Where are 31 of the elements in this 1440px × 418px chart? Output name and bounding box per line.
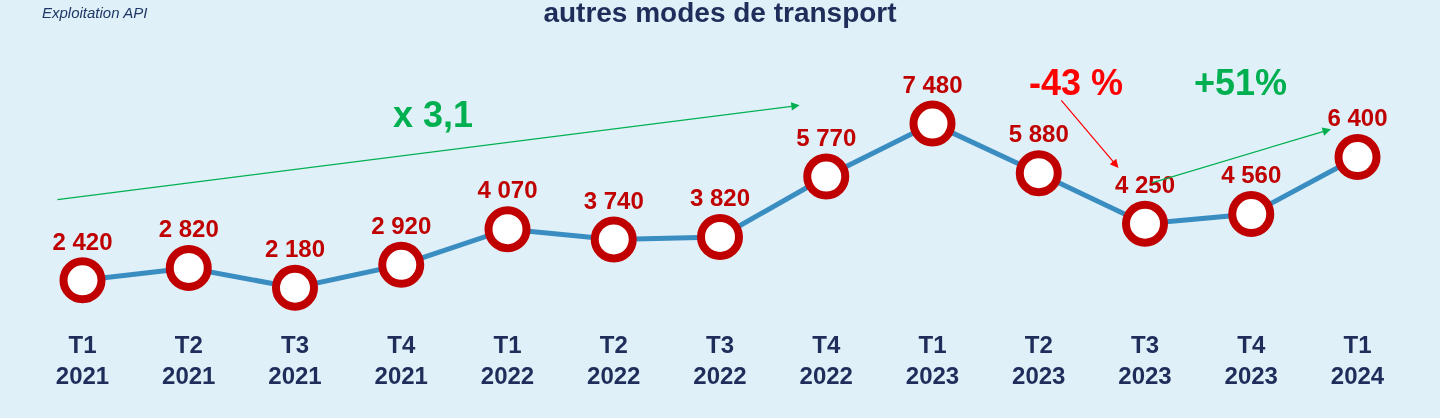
x-tick-label: T2 2023 [1012,331,1066,390]
text: -43 % [1029,62,1124,103]
data-label: 2 920 [371,212,432,240]
data-label: 5 770 [796,123,857,151]
x-tick-label: T3 2023 [1118,331,1172,390]
x-tick-label: T1 2024 [1330,331,1385,390]
x-tick-label: T2 2021 [162,331,216,390]
x-tick-label: T4 2022 [799,331,853,390]
annotation: x 3,1 [393,94,474,135]
data-label: 3 820 [689,184,751,212]
data-label: 2 180 [264,234,326,262]
x-tick-label: T1 2021 [55,331,110,390]
x-tick-label: T2 2022 [587,331,641,390]
data-label: 6 400 [1327,104,1388,132]
chart-title: autres modes de transport [543,0,897,28]
x-tick-label: T3 2022 [693,331,747,390]
text: Exploitation API [42,4,148,21]
data-label: 7 480 [902,70,963,98]
x-tick-label: T1 2022 [480,331,535,390]
data-label: 4 560 [1221,161,1282,189]
x-tick-label: T4 2023 [1224,331,1278,390]
x-tick-label: T1 2023 [905,331,960,390]
data-label: 4 070 [477,176,538,204]
text: +51% [1194,62,1288,103]
x-tick-label: T3 2021 [268,331,322,390]
data-label: 4 250 [1114,170,1176,198]
x-tick-label: T4 2021 [374,331,428,390]
data-label: 3 740 [583,186,644,214]
data-label: 2 420 [52,227,113,255]
data-label: 2 820 [158,215,219,243]
data-label: 5 880 [1008,120,1069,148]
